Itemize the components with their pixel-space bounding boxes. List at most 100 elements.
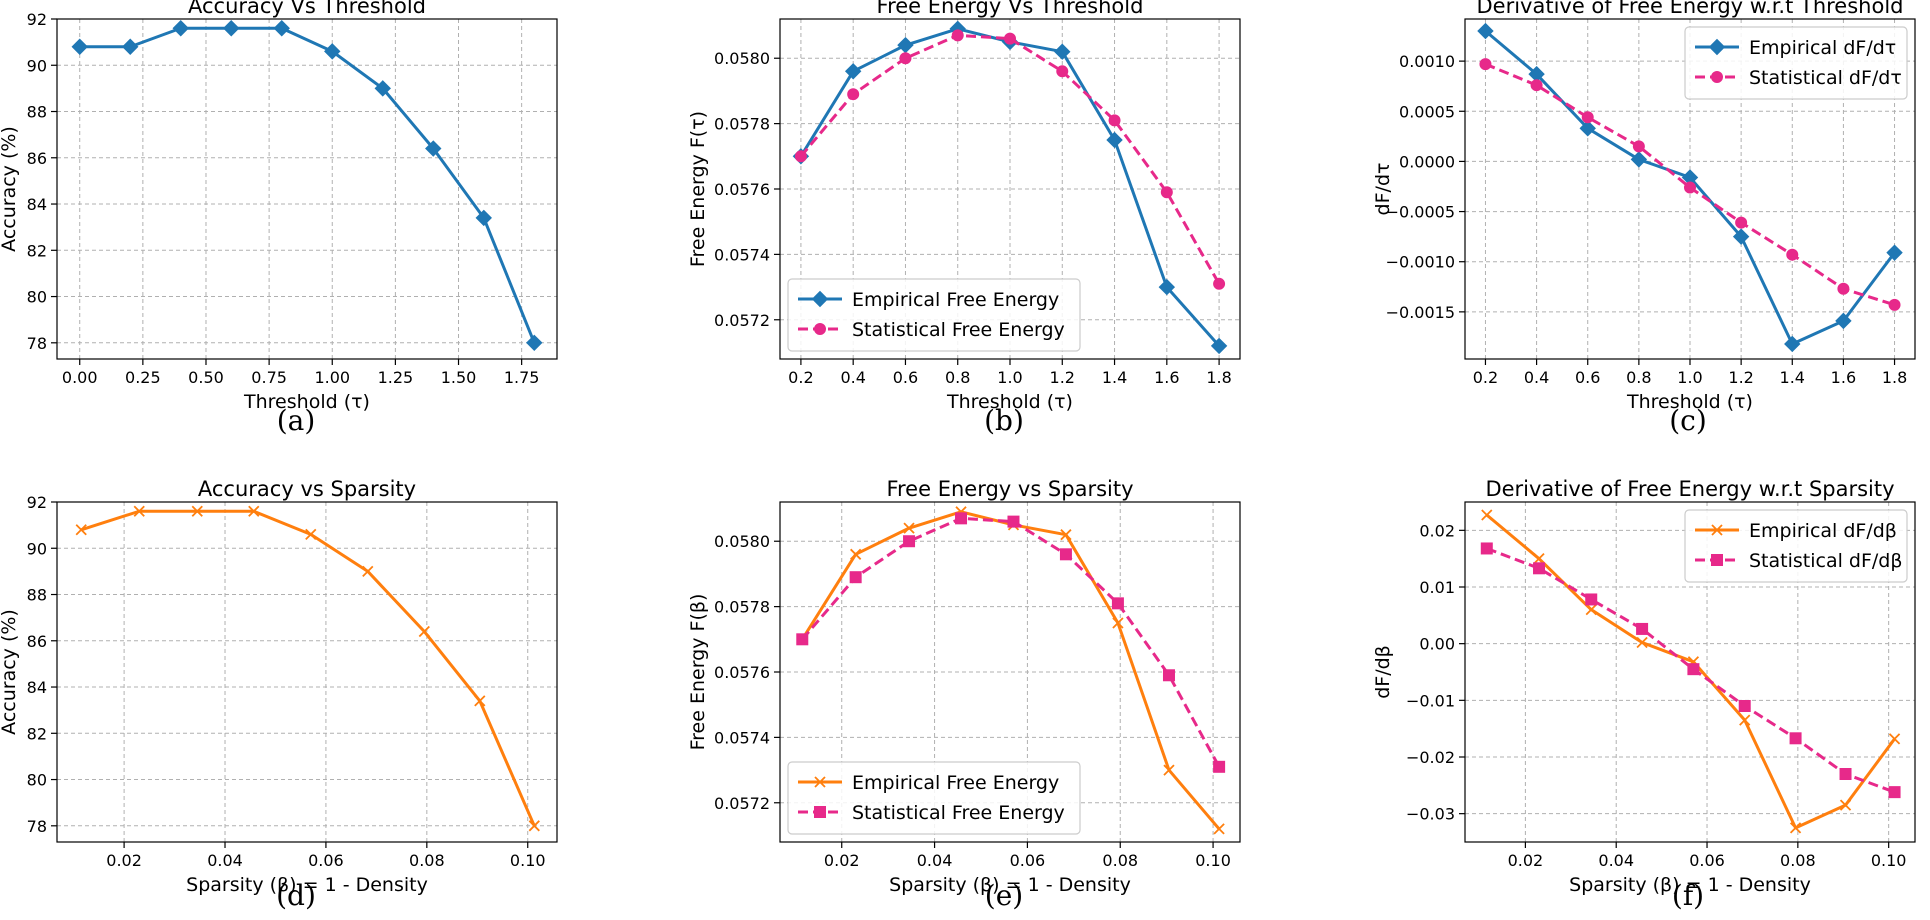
data-point bbox=[794, 150, 807, 163]
data-point bbox=[903, 522, 915, 534]
chart-title: Accuracy Vs Threshold bbox=[188, 0, 426, 18]
x-tick-label: 1.00 bbox=[314, 368, 350, 387]
data-point bbox=[324, 43, 341, 60]
data-point bbox=[1162, 669, 1175, 682]
subfigure-caption: (d) bbox=[276, 879, 316, 912]
data-point bbox=[1888, 733, 1901, 745]
data-point bbox=[1477, 22, 1494, 40]
y-axis-label: dF/dβ bbox=[1372, 645, 1394, 699]
chart-title: Free Energy vs Sparsity bbox=[886, 477, 1133, 501]
x-tick-label: 1.50 bbox=[441, 368, 477, 387]
legend-item: Statistical Free Energy bbox=[798, 802, 1065, 824]
legend-frame bbox=[787, 761, 1081, 835]
y-tick-label: 0.0005 bbox=[1399, 102, 1455, 121]
legend-item: Empirical Free Energy bbox=[798, 772, 1059, 794]
series-accuracy bbox=[75, 505, 540, 832]
data-point bbox=[1056, 65, 1069, 78]
y-tick-label: 88 bbox=[27, 586, 47, 605]
data-point bbox=[1004, 32, 1016, 45]
y-axis-label: Free Energy F(β) bbox=[687, 594, 709, 751]
data-point bbox=[1837, 282, 1850, 295]
y-tick-label: 0.0574 bbox=[714, 728, 770, 747]
data-point bbox=[133, 505, 145, 517]
y-axis-label: Free Energy F(τ) bbox=[687, 111, 709, 267]
data-point bbox=[1213, 760, 1226, 773]
chart-c: 0.2 0.4 0.6 0.8 1.0 1.2 1.4 1.6 1.8 −0.0015 −0.001… bbox=[1372, 0, 1916, 437]
chart-b: 0.2 0.4 0.6 0.8 1.0 1.2 1.4 1.6 1.8 0.0572 0.0574 0… bbox=[687, 0, 1241, 437]
data-point bbox=[1213, 277, 1226, 290]
plot-frame bbox=[1464, 501, 1916, 843]
legend: Empirical Free Energy Statistical Free En… bbox=[787, 278, 1081, 352]
legend-label: Statistical dF/dτ bbox=[1749, 67, 1902, 89]
legend: Empirical Free Energy Statistical Free En… bbox=[787, 761, 1081, 835]
legend-item: Empirical Free Energy bbox=[798, 289, 1059, 311]
data-point bbox=[1060, 529, 1072, 541]
y-tick-label: 0.01 bbox=[1419, 578, 1455, 597]
data-point bbox=[1789, 732, 1802, 745]
legend-item: Empirical dF/dτ bbox=[1695, 37, 1896, 59]
legend-frame bbox=[1684, 26, 1908, 100]
data-point bbox=[1888, 786, 1901, 799]
y-tick-label: 92 bbox=[27, 493, 47, 512]
x-tick-label: 1.2 bbox=[1728, 368, 1753, 387]
y-tick-label: 84 bbox=[27, 678, 47, 697]
chart-a: 0.00 0.25 0.50 0.75 1.00 1.25 1.50 1.75 78 80 82 84… bbox=[0, 0, 558, 437]
x-tick-label: 1.25 bbox=[378, 368, 414, 387]
y-tick-label: 86 bbox=[27, 632, 47, 651]
data-point bbox=[1735, 216, 1748, 229]
legend-label: Empirical dF/dτ bbox=[1749, 37, 1896, 59]
data-point bbox=[1213, 823, 1225, 835]
chart-title: Derivative of Free Energy w.r.t Sparsity bbox=[1485, 477, 1894, 501]
legend-item: Statistical dF/dτ bbox=[1695, 67, 1902, 89]
data-point bbox=[1636, 622, 1649, 635]
series-statistical-free-energy bbox=[794, 29, 1226, 290]
y-tick-label: −0.01 bbox=[1406, 691, 1455, 710]
data-point bbox=[1481, 509, 1493, 521]
x-tick-label: 0.06 bbox=[1010, 851, 1046, 870]
y-tick-label: 90 bbox=[27, 539, 47, 558]
x-tick-label: 1.2 bbox=[1050, 368, 1075, 387]
data-point bbox=[1112, 617, 1124, 629]
x-tick-label: 0.4 bbox=[840, 368, 865, 387]
x-tick-label: 0.6 bbox=[893, 368, 918, 387]
data-point bbox=[122, 38, 139, 55]
data-point bbox=[273, 20, 290, 37]
data-point bbox=[223, 20, 240, 37]
data-point bbox=[1739, 714, 1751, 726]
data-point bbox=[850, 548, 862, 560]
y-tick-label: 86 bbox=[27, 149, 47, 168]
data-point bbox=[305, 528, 317, 541]
x-tick-label: 0.10 bbox=[1871, 851, 1907, 870]
subfigure-caption: (c) bbox=[1669, 404, 1707, 437]
data-point bbox=[1886, 244, 1903, 261]
y-tick-label: 0.0580 bbox=[714, 532, 770, 551]
y-tick-label: 84 bbox=[27, 195, 47, 214]
y-tick-label: 90 bbox=[27, 56, 47, 75]
x-axis-label: Sparsity (β) = 1 - Density bbox=[1569, 874, 1811, 896]
legend-label: Empirical Free Energy bbox=[852, 772, 1059, 794]
data-point bbox=[1533, 562, 1546, 575]
series-empirical-df-d- bbox=[1481, 509, 1901, 834]
x-axis-label: Threshold (τ) bbox=[243, 391, 370, 413]
y-tick-label: 80 bbox=[27, 288, 47, 307]
series-line bbox=[80, 509, 536, 827]
legend-marker bbox=[814, 776, 826, 788]
x-tick-label: 1.75 bbox=[504, 368, 540, 387]
data-point bbox=[849, 571, 862, 584]
legend-label: Statistical Free Energy bbox=[852, 802, 1065, 824]
series-statistical-df-d- bbox=[1480, 542, 1901, 799]
x-tick-label: 0.00 bbox=[62, 368, 98, 387]
series-line bbox=[79, 26, 536, 344]
x-tick-label: 1.6 bbox=[1831, 368, 1856, 387]
x-tick-label: 0.02 bbox=[824, 851, 860, 870]
data-point bbox=[1630, 151, 1648, 168]
series-accuracy bbox=[71, 20, 543, 352]
x-tick-label: 0.04 bbox=[1598, 851, 1634, 870]
y-tick-label: 0.0572 bbox=[714, 794, 770, 813]
legend: Empirical dF/dβ Statistical dF/dβ bbox=[1684, 509, 1908, 583]
legend-marker bbox=[814, 323, 826, 335]
legend-label: Statistical dF/dβ bbox=[1749, 550, 1903, 572]
legend: Empirical dF/dτ Statistical dF/dτ bbox=[1684, 26, 1908, 100]
y-tick-label: 80 bbox=[27, 771, 47, 790]
legend-label: Empirical Free Energy bbox=[852, 289, 1059, 311]
